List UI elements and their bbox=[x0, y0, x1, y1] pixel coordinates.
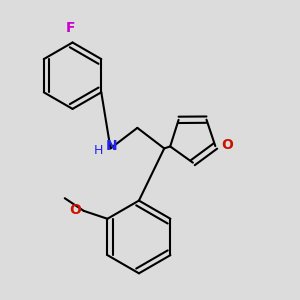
Text: O: O bbox=[69, 203, 81, 217]
Text: O: O bbox=[222, 137, 233, 152]
Text: N: N bbox=[106, 139, 118, 153]
Text: F: F bbox=[66, 21, 76, 34]
Text: H: H bbox=[94, 144, 103, 158]
